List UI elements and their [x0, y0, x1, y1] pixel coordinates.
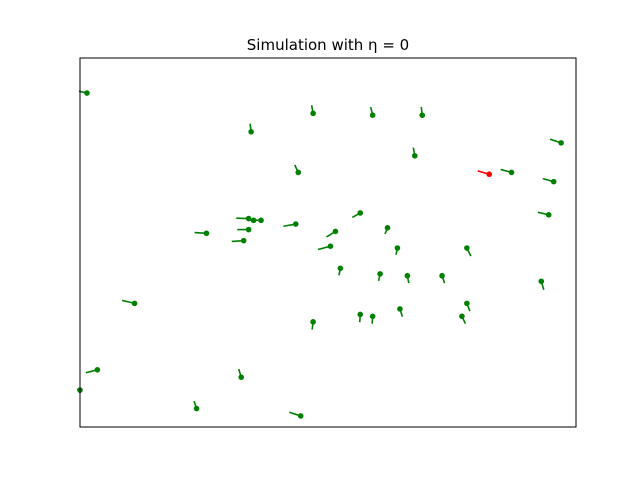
agent-marker: [464, 300, 471, 312]
agent-marker: [317, 243, 334, 251]
agent-point: [84, 90, 90, 96]
agent-point: [240, 237, 247, 244]
agent-point: [295, 169, 302, 176]
agents-layer: [76, 90, 564, 419]
agent-marker: [377, 271, 383, 282]
agent-point: [412, 152, 418, 159]
agent-marker: [121, 299, 138, 307]
agent-marker: [310, 105, 316, 117]
agent-point: [245, 226, 252, 233]
agent-point: [310, 319, 316, 325]
agent-marker: [248, 123, 254, 135]
agent-point: [203, 230, 210, 237]
agent-point: [357, 311, 364, 318]
agent-point: [419, 112, 426, 118]
agent-marker: [394, 245, 401, 255]
agent-point: [310, 110, 316, 117]
agent-marker: [404, 272, 411, 284]
agent-point: [384, 224, 391, 231]
agent-point: [377, 271, 383, 277]
agent-marker: [310, 319, 316, 330]
agent-point: [292, 221, 299, 227]
agent-marker: [369, 106, 376, 118]
agent-marker: [357, 311, 364, 323]
agent-point: [508, 169, 515, 176]
agent-point: [297, 413, 304, 419]
agent-marker: [384, 224, 391, 235]
agent-marker: [369, 313, 376, 324]
agent-point: [332, 228, 339, 235]
agent-marker: [248, 217, 264, 224]
agent-point: [545, 212, 552, 218]
agent-marker: [326, 228, 339, 238]
agent-point: [397, 306, 403, 312]
agent-point: [337, 265, 344, 272]
agent-marker: [337, 265, 344, 276]
agent-point: [248, 129, 254, 135]
agent-marker: [351, 210, 364, 219]
agent-point: [464, 300, 470, 307]
agent-point: [459, 313, 465, 320]
agent-point: [238, 374, 244, 380]
agent-marker: [283, 221, 299, 228]
agent-marker: [419, 106, 426, 118]
agent-marker: [194, 230, 210, 237]
agent-point: [550, 178, 557, 185]
agent-point: [327, 243, 334, 249]
agent-point: [258, 217, 264, 224]
agent-point: [464, 245, 470, 251]
agent-marker: [542, 177, 557, 185]
agent-point: [357, 210, 364, 216]
chart-title: Simulation with η = 0: [247, 36, 409, 54]
agent-point: [439, 272, 445, 279]
agent-marker: [459, 313, 467, 325]
plot-frame: [79, 57, 577, 428]
agent-marker: [538, 278, 545, 290]
agent-point: [369, 313, 376, 320]
agent-point: [486, 171, 493, 178]
agent-point: [394, 245, 401, 251]
agent-point: [369, 112, 376, 118]
agent-marker: [397, 306, 404, 317]
agent-point: [193, 405, 200, 412]
agent-marker: [537, 211, 552, 218]
agent-point: [538, 278, 545, 285]
highlighted-agent-marker: [477, 170, 493, 178]
agent-marker: [412, 147, 418, 159]
agent-point: [404, 272, 411, 279]
agent-marker: [237, 226, 252, 233]
agent-marker: [500, 168, 515, 176]
agent-point: [94, 367, 101, 373]
agent-point: [131, 300, 138, 307]
agent-marker: [85, 367, 101, 374]
agent-marker: [289, 411, 304, 419]
agent-marker: [464, 245, 472, 257]
agent-marker: [237, 368, 244, 380]
agent-marker: [294, 164, 302, 176]
agent-marker: [549, 138, 564, 146]
agent-point: [558, 140, 564, 146]
agent-marker: [439, 272, 446, 284]
agent-marker: [193, 400, 200, 412]
agent-marker: [231, 237, 247, 244]
